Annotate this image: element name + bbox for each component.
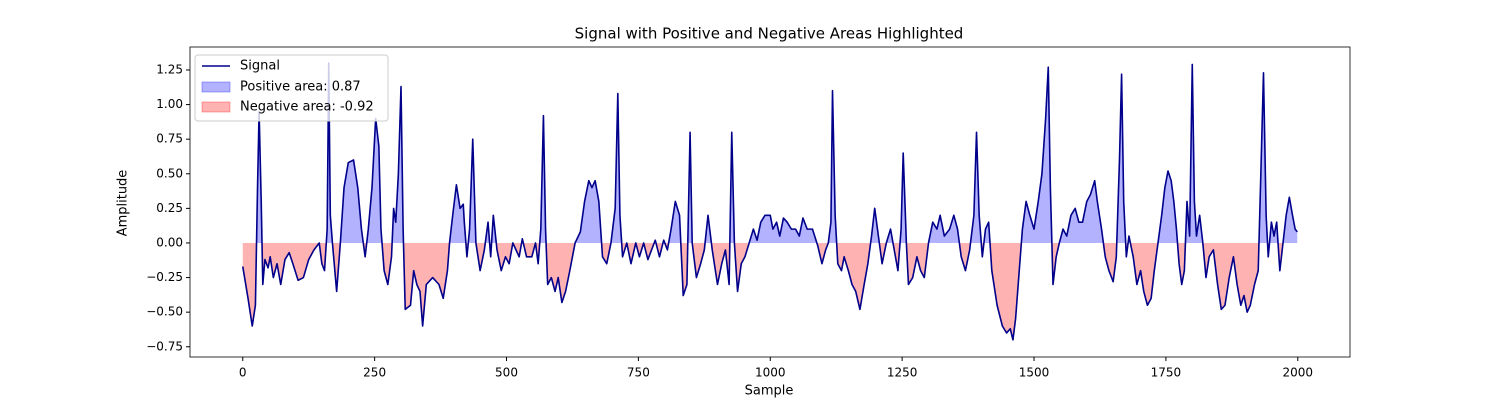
plot-frame — [189, 46, 1351, 358]
signal-line — [241, 62, 1298, 341]
area-fill — [242, 63, 1298, 243]
legend-patch — [201, 101, 231, 113]
y-tick-label: 1.25 — [156, 62, 183, 76]
x-tick-label: 750 — [627, 366, 650, 380]
legend-label: Signal — [240, 59, 280, 74]
chart-title: Signal with Positive and Negative Areas … — [575, 25, 964, 43]
y-tick-label: 0.00 — [156, 235, 183, 249]
x-tick-label: 0 — [239, 366, 247, 380]
y-tick-label: 0.25 — [156, 201, 183, 215]
x-tick-label: 1250 — [887, 366, 918, 380]
x-tick-label: 1500 — [1019, 366, 1050, 380]
x-tick-label: 500 — [495, 366, 518, 380]
y-tick-label: −0.50 — [146, 305, 183, 319]
legend-label: Negative area: -0.92 — [240, 100, 374, 115]
legend-patch — [201, 81, 231, 93]
y-tick-label: 0.50 — [156, 166, 183, 180]
y-tick-label: −0.25 — [146, 270, 183, 284]
legend-box — [194, 54, 389, 122]
x-tick-label: 250 — [363, 366, 386, 380]
x-axis-label: Sample — [745, 384, 794, 399]
x-tick-label: 1750 — [1151, 366, 1182, 380]
y-tick-label: 1.00 — [156, 97, 183, 111]
legend-label: Positive area: 0.87 — [240, 80, 361, 95]
x-tick-label: 1000 — [755, 366, 786, 380]
y-tick-label: 0.75 — [156, 132, 183, 146]
y-axis-label: Amplitude — [116, 170, 131, 237]
y-tick-label: −0.75 — [146, 339, 183, 353]
legend: Signal Positive area: 0.87 Negative area: … — [194, 54, 389, 122]
x-tick-label: 2000 — [1283, 366, 1314, 380]
